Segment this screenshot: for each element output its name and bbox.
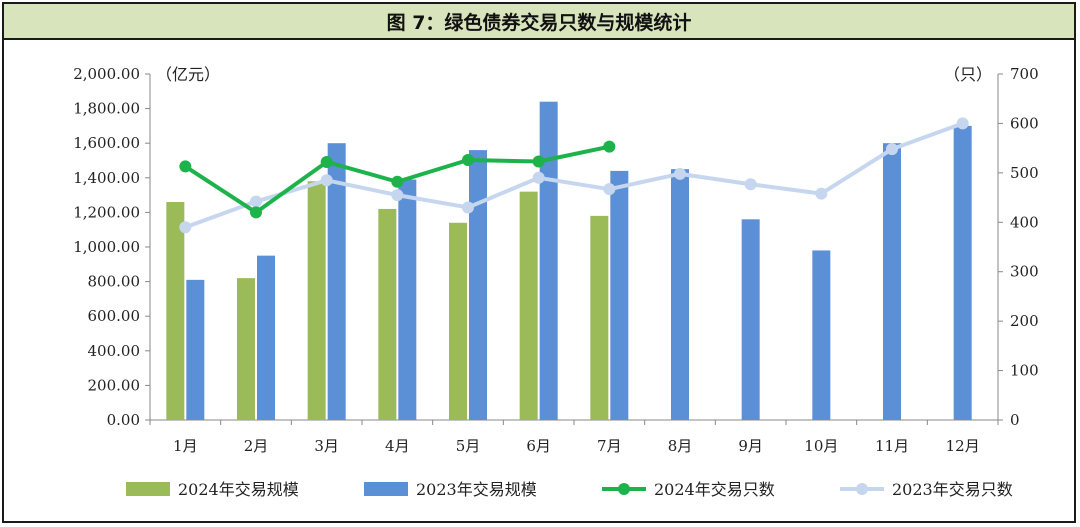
bar-2023 — [610, 170, 629, 420]
bar-2023 — [539, 101, 558, 421]
bar-2024 — [519, 191, 538, 420]
bar-2024 — [307, 181, 326, 420]
right-tick-label: 500 — [1010, 164, 1039, 182]
line-2023-point — [462, 201, 474, 214]
left-axis-unit: （亿元） — [156, 65, 220, 84]
legend-swatch-2024-scale — [126, 482, 170, 496]
bar-2023 — [327, 143, 346, 420]
line-2023-point — [391, 189, 404, 202]
bar-2023 — [953, 125, 972, 421]
bar-2023 — [671, 169, 689, 420]
left-tick-label: 400.00 — [88, 342, 141, 360]
left-tick-label: 1,000.00 — [73, 238, 140, 256]
line-2023-point — [815, 187, 828, 200]
left-tick-label: 2,000.00 — [73, 65, 140, 83]
line-2024-point — [179, 160, 192, 173]
left-tick-label: 1,400.00 — [73, 169, 140, 187]
legend-swatch-2023-scale — [364, 482, 408, 496]
left-tick-label: 800.00 — [88, 273, 141, 291]
x-tick-label: 7月 — [597, 437, 622, 455]
line-2023 — [184, 121, 964, 230]
bar-2023 — [398, 179, 417, 420]
line-2023-point — [956, 117, 969, 130]
line-2024-point — [603, 140, 616, 153]
line-2024-point — [320, 155, 333, 168]
legend-marker-2023-count — [856, 483, 868, 495]
line-2023-point — [532, 171, 545, 184]
x-tick-label: 6月 — [526, 437, 551, 455]
line-2023-point — [179, 221, 192, 234]
right-tick-label: 300 — [1010, 263, 1039, 281]
line-2023-point — [886, 143, 898, 156]
line-2023-point — [320, 174, 333, 187]
line-2024-point — [250, 206, 262, 219]
legend-label-2024-scale: 2024年交易规模 — [178, 480, 299, 499]
line-2024-point — [532, 155, 545, 168]
x-tick-label: 5月 — [456, 437, 481, 455]
x-tick-label: 4月 — [385, 437, 410, 455]
right-tick-label: 100 — [1010, 362, 1039, 380]
x-tick-label: 12月 — [946, 437, 980, 455]
right-tick-label: 0 — [1010, 411, 1020, 429]
legend-label-2023-count: 2023年交易只数 — [892, 480, 1013, 499]
right-tick-label: 200 — [1010, 312, 1039, 330]
x-tick-label: 2月 — [244, 437, 269, 455]
left-tick-label: 0.00 — [107, 411, 140, 429]
bar-2024 — [590, 215, 609, 420]
x-tick-label: 8月 — [668, 437, 693, 455]
bar-2023 — [741, 219, 760, 420]
chart-title: 图 7：绿色债券交易只数与规模统计 — [4, 4, 1074, 40]
right-tick-label: 400 — [1010, 213, 1039, 231]
right-axis-unit: （只） — [944, 65, 992, 84]
bar-2023 — [186, 279, 205, 420]
legend-marker-2024-count — [618, 483, 630, 495]
line-2023-point — [603, 183, 616, 196]
line-2023-point — [250, 195, 262, 208]
bar-2024 — [166, 202, 185, 420]
right-tick-label: 600 — [1010, 114, 1039, 132]
bar-2024 — [237, 278, 255, 420]
left-tick-label: 600.00 — [88, 307, 141, 325]
x-tick-label: 10月 — [804, 437, 838, 455]
x-tick-label: 11月 — [875, 437, 909, 455]
x-tick-label: 1月 — [173, 437, 198, 455]
left-tick-label: 1,600.00 — [73, 134, 140, 152]
line-2024-point — [391, 175, 404, 188]
line-2023-point — [744, 178, 757, 191]
bar-2023 — [257, 255, 275, 420]
bar-2024 — [449, 222, 467, 420]
legend-label-2023-scale: 2023年交易规模 — [416, 480, 537, 499]
left-tick-label: 200.00 — [88, 376, 141, 394]
left-tick-label: 1,200.00 — [73, 203, 140, 221]
bar-2023 — [812, 250, 831, 420]
bar-2024 — [378, 208, 397, 420]
chart-plot: 0.00 200.00 400.00 600.00 800.00 1,000.00 1,20… — [73, 65, 1039, 499]
bar-2023 — [469, 150, 487, 420]
line-2023-point — [674, 167, 686, 180]
left-tick-label: 1,800.00 — [73, 100, 140, 118]
legend-label-2024-count: 2024年交易只数 — [654, 480, 775, 499]
x-tick-label: 3月 — [314, 437, 339, 455]
x-tick-label: 9月 — [738, 437, 763, 455]
right-tick-label: 700 — [1010, 65, 1039, 83]
bar-2023 — [883, 143, 901, 420]
line-2024-point — [462, 154, 474, 167]
